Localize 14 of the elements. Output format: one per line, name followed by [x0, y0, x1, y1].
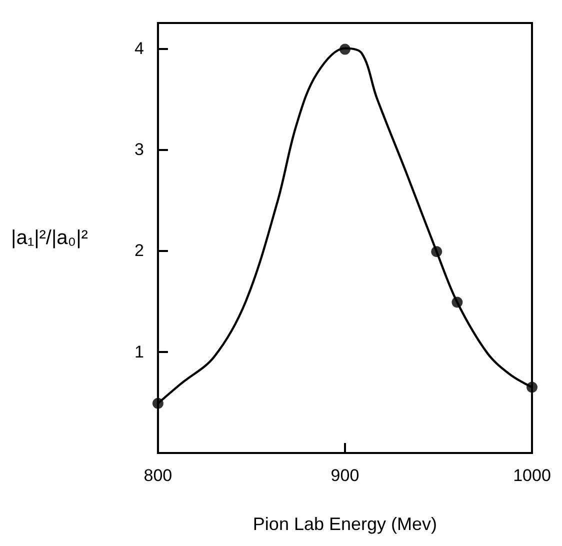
y-axis-title: |a₁|²/|a₀|² — [11, 227, 88, 249]
y-tick-label: 2 — [134, 241, 144, 260]
point — [431, 246, 442, 258]
x-axis-title: Pion Lab Energy (Mev) — [252, 514, 438, 534]
point — [526, 382, 538, 393]
x-tick-label: 800 — [144, 466, 172, 485]
y-tick-label: 4 — [134, 38, 144, 58]
x-tick-label: 900 — [330, 466, 360, 485]
point — [152, 398, 164, 409]
x-tick-label: 1000 — [513, 466, 551, 485]
point — [452, 296, 463, 308]
point — [339, 44, 350, 55]
y-tick-label: 1 — [134, 342, 144, 362]
y-tick-label: 3 — [134, 140, 144, 159]
